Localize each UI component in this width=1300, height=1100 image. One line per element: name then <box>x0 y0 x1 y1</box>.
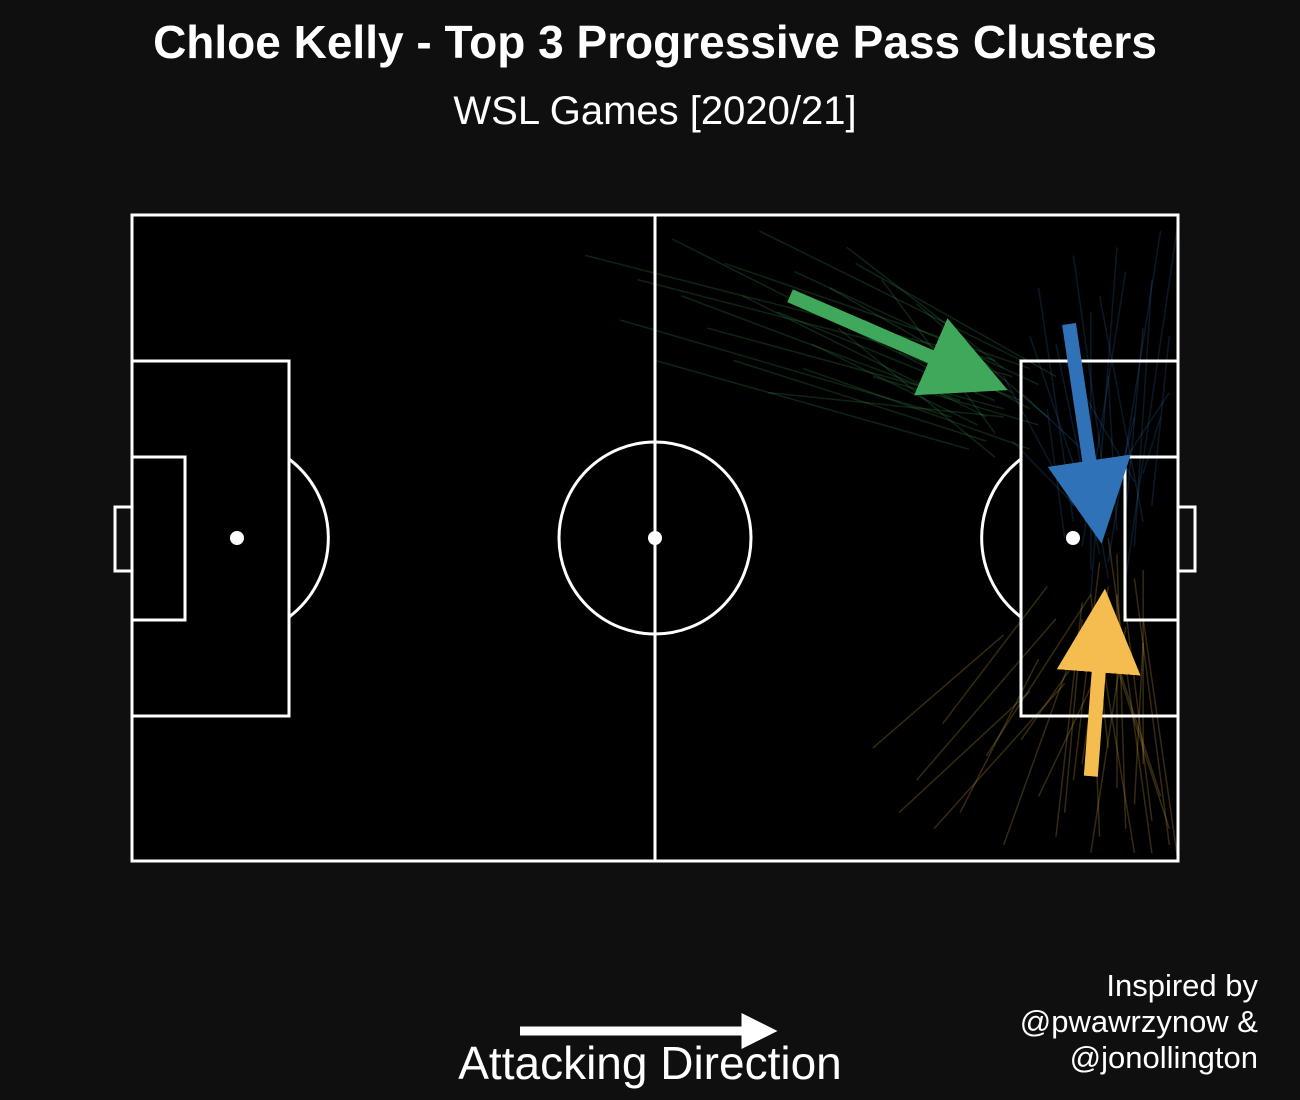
pass-yellow-26 <box>898 690 1031 814</box>
right-penalty-spot <box>1066 531 1080 545</box>
cluster-green-arrow <box>787 289 1008 396</box>
pass-blue-12 <box>1098 295 1144 522</box>
right-penalty-arc <box>980 457 1022 619</box>
pass-yellow-27 <box>942 585 1048 725</box>
pass-yellow-19 <box>1002 650 1075 846</box>
centre-circle <box>557 440 753 636</box>
credit-line-1: Inspired by <box>1106 968 1258 1003</box>
credit-line-3: @jonollington <box>1069 1040 1258 1075</box>
chart-subtitle: WSL Games [2020/21] <box>453 89 857 133</box>
pass-green-9 <box>811 343 978 426</box>
pass-yellow-16 <box>1116 666 1170 829</box>
pass-blue-15 <box>1133 279 1153 547</box>
pass-green-18 <box>802 367 1031 450</box>
centre-spot <box>648 531 662 545</box>
cluster-arrows-layer <box>787 289 1141 777</box>
attacking-direction-label: Attacking Direction <box>458 1037 842 1089</box>
pass-green-17 <box>768 391 1004 418</box>
pass-green-3 <box>707 327 1004 410</box>
pass-yellow-21 <box>915 618 1057 781</box>
pass-green-22 <box>872 375 1039 426</box>
pass-blue-18 <box>1124 222 1179 579</box>
cluster-yellow-arrow <box>1056 588 1141 777</box>
credits: Inspired by @pwawrzynow & @jonollington <box>858 968 1258 1076</box>
pass-green-15 <box>680 295 961 402</box>
pass-blue-16 <box>1151 336 1171 506</box>
left-penalty-arc <box>288 457 330 619</box>
left-penalty-spot <box>230 531 244 545</box>
pass-green-5 <box>741 295 987 418</box>
left-goal <box>113 505 134 573</box>
chart-title: Chloe Kelly - Top 3 Progressive Pass Clu… <box>153 16 1157 68</box>
pass-blue-19 <box>1142 416 1162 474</box>
right-goal <box>1176 505 1197 573</box>
pass-yellow-18 <box>1133 642 1144 805</box>
pass-yellow-24 <box>933 682 1066 830</box>
credit-line-2: @pwawrzynow & <box>1019 1004 1258 1039</box>
pass-yellow-22 <box>872 634 1005 749</box>
pass-green-16 <box>733 359 987 442</box>
pass-green-21 <box>654 359 970 450</box>
pass-yellow-4 <box>1098 642 1136 854</box>
cluster-blue-arrow <box>1047 322 1131 544</box>
pass-yellow-20 <box>959 658 1040 813</box>
pass-green-20 <box>619 319 952 418</box>
pass-yellow-15 <box>1142 618 1179 862</box>
